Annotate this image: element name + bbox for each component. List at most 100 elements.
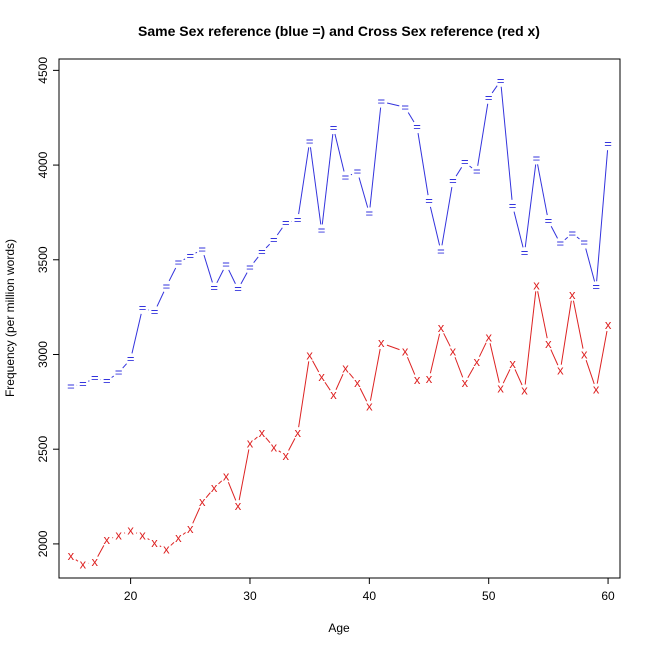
y-axis: 2000 2500 3000 3500 4000 4500 xyxy=(36,57,59,557)
series-segment xyxy=(227,482,237,501)
data-point: x xyxy=(306,347,313,362)
series-segment xyxy=(278,450,282,453)
series-segment xyxy=(429,333,441,374)
series-segment xyxy=(309,147,322,225)
data-point: x xyxy=(605,317,612,332)
data-point: x xyxy=(378,335,385,350)
data-point: = xyxy=(377,94,385,109)
data-point: x xyxy=(199,494,206,509)
series-segment xyxy=(478,342,487,357)
series-segment xyxy=(170,541,175,546)
data-point: x xyxy=(259,425,266,440)
data-point: = xyxy=(449,173,457,188)
data-point: = xyxy=(437,243,445,258)
series-segment xyxy=(359,388,368,402)
data-point: = xyxy=(175,255,183,270)
data-point: = xyxy=(580,235,588,250)
series-segment xyxy=(386,344,400,351)
series-segment xyxy=(537,164,548,216)
series-segment xyxy=(253,256,259,263)
data-point: x xyxy=(569,287,576,302)
data-point: x xyxy=(318,369,325,384)
data-point: x xyxy=(545,336,552,351)
data-point: = xyxy=(187,248,195,263)
series-segment xyxy=(441,187,453,246)
series-segment xyxy=(159,545,162,548)
series-segment xyxy=(407,112,415,123)
series-segment xyxy=(491,85,498,94)
data-point: = xyxy=(568,225,576,240)
x-tick-label: 60 xyxy=(601,589,615,603)
series-segment xyxy=(477,103,489,166)
data-point: = xyxy=(103,373,111,388)
series-segment xyxy=(168,267,177,282)
series-segment xyxy=(298,361,310,428)
data-point: = xyxy=(294,212,302,227)
series-segment xyxy=(550,349,559,366)
x-tick-label: 30 xyxy=(243,589,257,603)
series-segment xyxy=(469,165,473,169)
data-point: x xyxy=(127,523,134,538)
series-segment xyxy=(524,164,537,248)
series-layer: = = = = = = = = = = = = = = = = = = = = = = = = = = = = = = = = = = = = = = = =… xyxy=(67,73,612,572)
series-segment xyxy=(576,236,580,240)
series-segment xyxy=(324,381,331,391)
series-segment xyxy=(358,177,369,208)
data-point: = xyxy=(330,120,338,135)
data-point: x xyxy=(330,387,337,402)
series-segment xyxy=(407,356,416,375)
data-point: x xyxy=(283,448,290,463)
series-segment xyxy=(454,357,464,378)
series-segment xyxy=(369,348,381,401)
data-point: x xyxy=(342,361,349,376)
data-point: x xyxy=(80,557,87,572)
data-point: x xyxy=(354,375,361,390)
data-point: = xyxy=(163,278,171,293)
series-segment xyxy=(369,107,382,208)
series-segment xyxy=(182,532,186,535)
series-segment xyxy=(550,226,558,239)
series-segment xyxy=(386,102,400,107)
series-segment xyxy=(192,507,201,524)
data-point: = xyxy=(509,198,517,213)
data-point: = xyxy=(425,193,433,208)
data-point: = xyxy=(592,279,600,294)
data-point: = xyxy=(604,136,612,151)
data-point: x xyxy=(485,329,492,344)
data-point: = xyxy=(342,169,350,184)
series-segment xyxy=(334,133,345,172)
data-point: = xyxy=(91,370,99,385)
data-point: = xyxy=(79,376,87,391)
data-point: = xyxy=(306,133,314,148)
series-segment xyxy=(195,251,198,254)
data-point: x xyxy=(211,480,218,495)
series-segment xyxy=(218,480,223,485)
series-segment xyxy=(321,134,334,225)
series-segment xyxy=(205,492,211,498)
series-segment xyxy=(131,313,142,354)
series-segment xyxy=(228,269,236,284)
series-segment xyxy=(147,538,150,541)
data-point: = xyxy=(198,241,206,256)
series-segment xyxy=(524,291,537,385)
data-point: x xyxy=(426,371,433,386)
series-segment xyxy=(455,167,463,177)
data-point: x xyxy=(271,439,278,454)
series-segment xyxy=(585,248,596,282)
series-segment xyxy=(513,211,524,248)
data-point: x xyxy=(521,382,528,397)
data-point: = xyxy=(521,245,529,260)
data-point: x xyxy=(581,346,588,361)
data-point: = xyxy=(497,73,505,88)
data-point: = xyxy=(282,215,290,230)
data-point: = xyxy=(210,280,218,295)
series-segment xyxy=(350,173,353,176)
data-point: x xyxy=(366,399,373,414)
series-segment xyxy=(75,559,79,562)
series-segment xyxy=(276,227,283,236)
x-tick-label: 50 xyxy=(482,589,496,603)
series-segment xyxy=(265,243,271,249)
series-segment xyxy=(585,360,595,385)
y-tick-label: 3500 xyxy=(36,246,50,273)
series-segment xyxy=(489,343,500,383)
